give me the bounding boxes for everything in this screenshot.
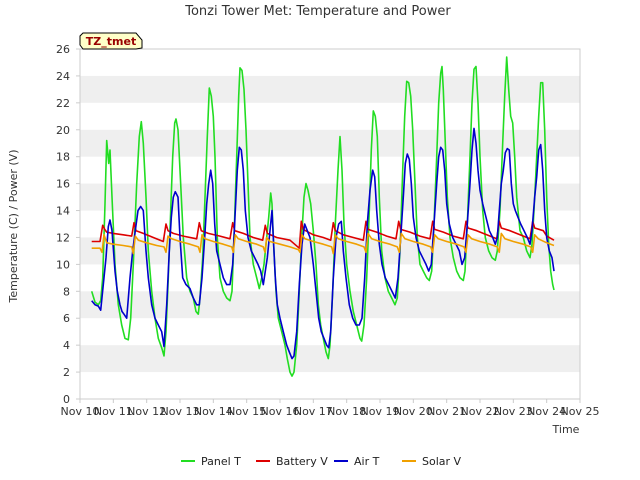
y-tick-label: 24 [56,70,70,83]
grid-band [80,129,580,157]
x-tick-label: Nov 11 [94,405,133,418]
legend-label: Solar V [422,455,462,468]
x-tick-label: Nov 16 [261,405,300,418]
x-tick-label: Nov 18 [327,405,366,418]
x-tick-label: Nov 10 [61,405,100,418]
y-tick-label: 4 [63,339,70,352]
x-tick-label: Nov 15 [227,405,266,418]
series-lines [90,56,555,377]
x-tick-label: Nov 23 [494,405,533,418]
x-tick-label: Nov 19 [361,405,400,418]
y-tick-label: 16 [56,178,70,191]
legend-label: Air T [354,455,380,468]
y-tick-label: 26 [56,43,70,56]
y-tick-label: 0 [63,393,70,406]
chart-title: Tonzi Tower Met: Temperature and Power [184,4,451,19]
y-axis-label: Temperature (C) / Power (V) [7,149,20,303]
x-tick-label: Nov 22 [461,405,500,418]
y-tick-label: 14 [56,205,70,218]
badge-label: TZ_tmet [86,35,136,48]
y-tick-label: 20 [56,124,70,137]
legend-label: Battery V [276,455,328,468]
grid-band [80,75,580,103]
x-tick-label: Nov 20 [394,405,433,418]
series-line-battery-v [91,220,555,249]
x-tick-label: Nov 24 [527,405,566,418]
plot-bands [80,75,580,373]
x-tick-label: Nov 12 [127,405,166,418]
y-tick-label: 10 [56,258,70,271]
y-tick-label: 18 [56,151,70,164]
y-tick-label: 2 [63,366,70,379]
grid-band [80,183,580,211]
y-tick-label: 8 [63,285,70,298]
y-tick-label: 6 [63,312,70,325]
x-tick-label: Nov 17 [294,405,333,418]
series-line-panel-t [90,56,555,377]
y-tick-label: 22 [56,97,70,110]
series-line-air-t [91,127,555,360]
legend: Panel T Battery V Air T Solar V [181,455,462,468]
legend-label: Panel T [201,455,241,468]
x-axis-label: Time [552,423,580,436]
grid-band [80,237,580,265]
x-tick-label: Nov 14 [194,405,233,418]
x-tick-label: Nov 21 [427,405,466,418]
chart-badge: TZ_tmet [79,32,143,50]
grid-band [80,291,580,319]
x-tick-label: Nov 13 [161,405,200,418]
plot-frame [79,48,581,400]
x-tick-label: Nov 25 [561,405,600,418]
series-line-solar-v [91,232,555,255]
y-tick-label: 12 [56,231,70,244]
